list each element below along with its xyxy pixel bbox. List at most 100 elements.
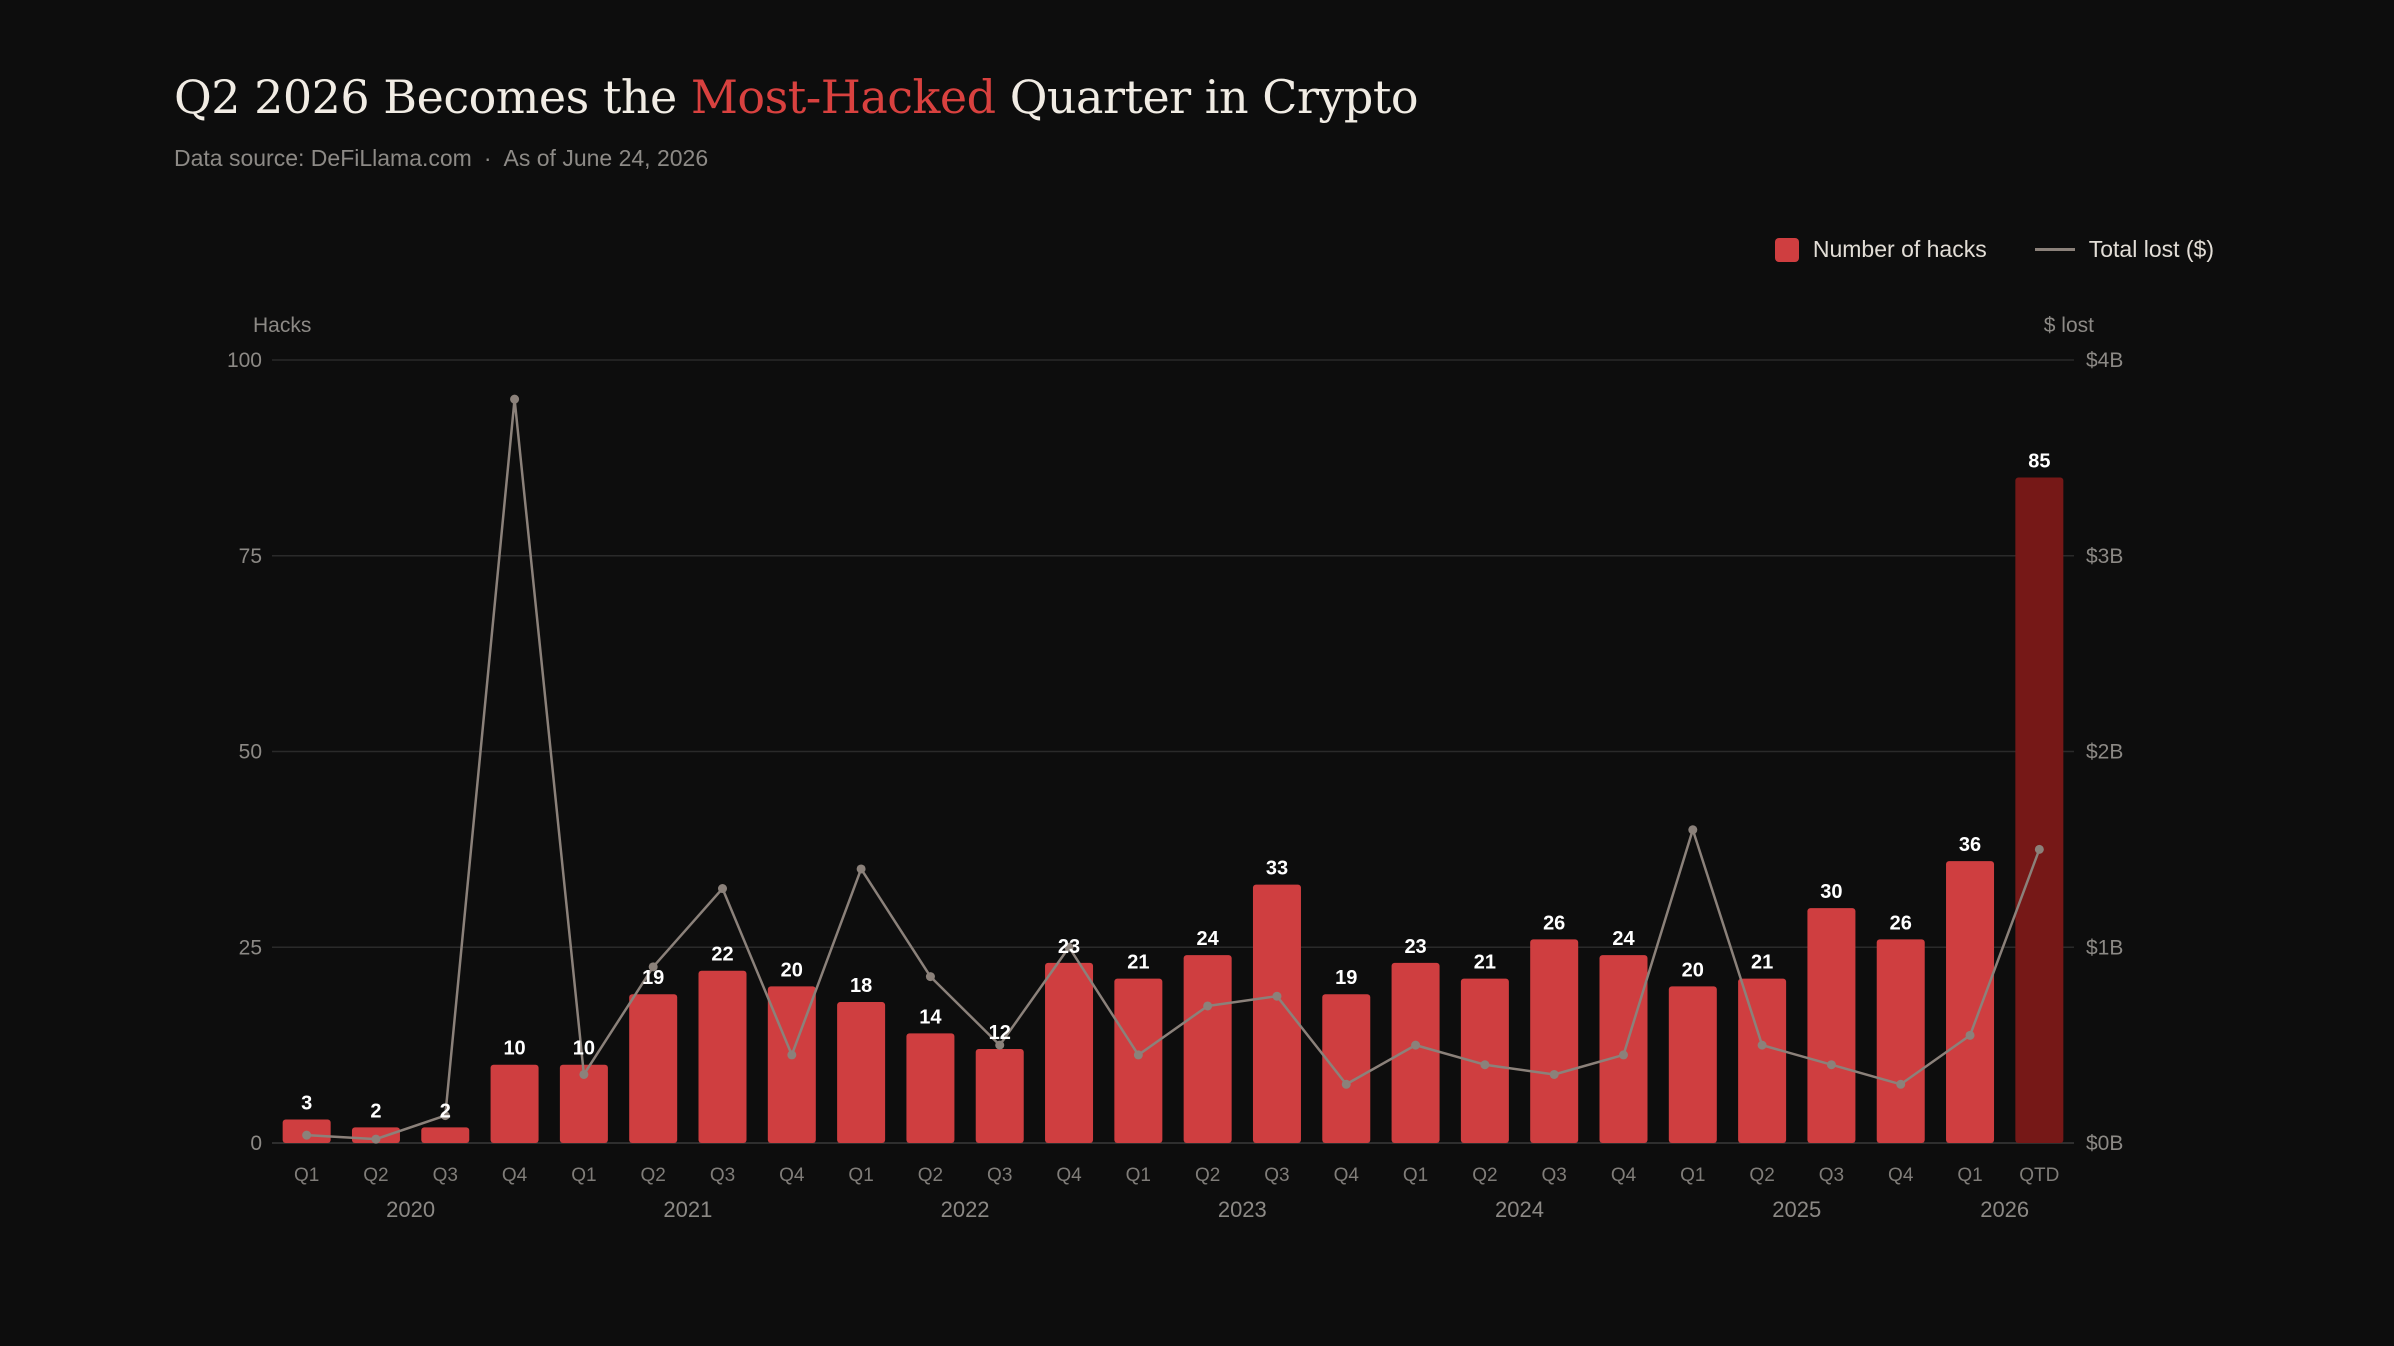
line-point (1965, 1030, 1975, 1040)
bar (906, 1033, 955, 1143)
line-point (1133, 1050, 1143, 1060)
legend-swatch-bar (1774, 237, 1799, 262)
bar-value-label: 19 (1335, 967, 1357, 989)
bar (1876, 939, 1925, 1143)
bar-value-label: 26 (1543, 912, 1565, 934)
y-right-tick-label: $2B (2086, 741, 2123, 764)
line-point (1549, 1069, 1559, 1079)
bar-value-label: 36 (1959, 834, 1981, 856)
bar (698, 970, 747, 1143)
bar (490, 1064, 539, 1143)
bar (1530, 939, 1579, 1143)
data-source: Data source: DeFiLlama.com (174, 145, 472, 171)
bar-value-label: 14 (919, 1006, 942, 1028)
x-tick-label: QTD (2019, 1165, 2059, 1186)
legend-item-hacks: Number of hacks (1774, 236, 1987, 263)
legend-label-hacks: Number of hacks (1812, 236, 1987, 262)
bar-value-label: 12 (989, 1022, 1011, 1044)
bar-value-label: 19 (642, 967, 664, 989)
x-tick-label: Q3 (710, 1165, 735, 1186)
bar-value-label: 3 (301, 1093, 312, 1115)
x-tick-label: Q2 (641, 1165, 666, 1186)
y-left-tick-label: 25 (239, 936, 262, 959)
title-part-end: Quarter in Crypto (995, 70, 1419, 124)
y-right-tick-label: $3B (2086, 545, 2123, 568)
x-year-label: 2025 (1772, 1197, 1821, 1222)
bar-value-label: 20 (1682, 959, 1704, 981)
x-tick-label: Q2 (1472, 1165, 1497, 1186)
bar (1045, 962, 1094, 1143)
bar (1183, 955, 1232, 1143)
x-year-label: 2024 (1495, 1197, 1544, 1222)
line-point (1757, 1040, 1767, 1050)
line-point (856, 864, 866, 874)
line-point (1341, 1079, 1351, 1089)
line-series (306, 397, 2041, 1141)
x-tick-label: Q1 (1957, 1165, 1982, 1186)
x-tick-label: Q4 (502, 1165, 528, 1186)
bar (1252, 884, 1301, 1143)
line-point (1480, 1060, 1490, 1070)
legend: Number of hacks Total lost ($) (1727, 236, 2214, 263)
x-year-label: 2021 (663, 1197, 712, 1222)
line-point (718, 884, 727, 894)
line-point (2034, 844, 2044, 854)
x-year-label: 2020 (386, 1197, 435, 1222)
subtitle-separator: · (483, 145, 492, 171)
title-part: Q2 2026 Becomes the (174, 70, 691, 124)
x-tick-label: Q1 (571, 1165, 596, 1186)
x-year-label: 2023 (1218, 1197, 1267, 1222)
bar-value-label: 22 (711, 944, 733, 966)
y-left-tick-label: 0 (250, 1132, 262, 1155)
line-point (1272, 991, 1282, 1001)
x-tick-label: Q1 (294, 1165, 319, 1186)
bar-value-label: 10 (503, 1038, 525, 1060)
line-point (995, 1040, 1005, 1050)
bar-value-label: 2 (370, 1100, 381, 1122)
bar (1322, 994, 1371, 1143)
x-tick-label: Q2 (1749, 1165, 1774, 1186)
line-point (1064, 942, 1074, 952)
x-tick-label: Q1 (848, 1165, 873, 1186)
bar (629, 994, 678, 1143)
bar-value-label: 24 (1197, 928, 1220, 950)
bar-value-label: 23 (1404, 936, 1426, 958)
bar (559, 1064, 608, 1143)
bar-value-label: 26 (1890, 912, 1912, 934)
bar-value-label: 33 (1266, 858, 1288, 880)
line-point (1411, 1040, 1421, 1050)
title-accent: Most-Hacked (690, 70, 996, 124)
y-right-tick-label: $0B (2086, 1132, 2123, 1155)
bar-value-label: 10 (573, 1038, 595, 1060)
x-tick-label: Q3 (1264, 1165, 1289, 1186)
line-point (371, 1134, 381, 1144)
x-tick-label: Q4 (1334, 1165, 1360, 1186)
bar-value-label: 2 (440, 1100, 451, 1122)
y-left-tick-label: 50 (239, 741, 262, 764)
line-point (787, 1050, 797, 1060)
x-tick-label: Q4 (779, 1165, 805, 1186)
x-tick-label: Q4 (1611, 1165, 1637, 1186)
x-tick-label: Q3 (433, 1165, 458, 1186)
bar (1946, 861, 1995, 1143)
bar (837, 1002, 886, 1143)
line-point (648, 962, 658, 972)
bar (1599, 955, 1648, 1143)
x-tick-label: Q3 (1542, 1165, 1567, 1186)
line-point (1203, 1001, 1213, 1011)
line-point (440, 1111, 450, 1121)
line-point (1896, 1079, 1906, 1089)
y-left-tick-label: 75 (239, 545, 262, 568)
line-point (1688, 825, 1698, 835)
bar-value-label: 21 (1474, 952, 1496, 974)
legend-item-lost: Total lost ($) (2034, 236, 2214, 263)
x-tick-label: Q1 (1403, 1165, 1428, 1186)
bar-value-label: 20 (781, 959, 803, 981)
bar-value-label: 18 (850, 975, 872, 997)
x-year-label: 2026 (1980, 1197, 2029, 1222)
y-left-tick-label: 100 (227, 349, 262, 372)
bar (421, 1127, 470, 1143)
line-point (302, 1130, 312, 1140)
legend-label-lost: Total lost ($) (2088, 236, 2214, 262)
x-tick-label: Q2 (1195, 1165, 1220, 1186)
